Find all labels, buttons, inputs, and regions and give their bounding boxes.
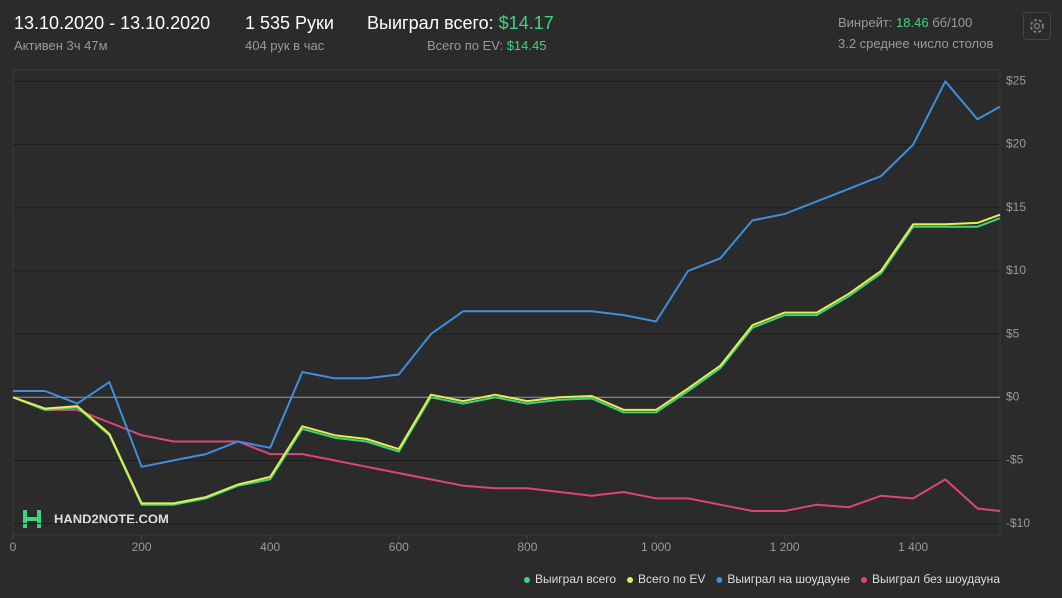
plot-area	[12, 69, 1001, 536]
y-tick-label: $0	[1006, 389, 1020, 403]
active-time: Активен 3ч 47м	[14, 38, 108, 53]
dates: 13.10.2020 - 13.10.2020	[14, 13, 211, 33]
legend-label: Выиграл всего	[535, 572, 616, 586]
y-tick-label: -$10	[1006, 516, 1030, 530]
watermark-text: HAND2NOTE.COM	[54, 511, 169, 526]
hands: 1 535 Руки	[245, 13, 334, 33]
hands-per-hour: 404 рук в час	[245, 38, 325, 53]
ev-label: Всего по EV:	[427, 38, 504, 53]
winrate-label: Винрейт:	[838, 15, 893, 30]
series-line	[12, 396, 1001, 512]
winrate: Винрейт: 18.46 бб/100	[838, 15, 972, 30]
x-tick-label: 200	[132, 540, 152, 554]
y-tick-label: $20	[1006, 137, 1026, 151]
x-tick-label: 1 400	[898, 540, 928, 554]
x-tick-label: 1 200	[770, 540, 800, 554]
x-tick-label: 0	[10, 540, 17, 554]
legend-marker	[523, 577, 530, 583]
y-tick-label: -$5	[1006, 453, 1024, 467]
x-tick-label: 600	[389, 540, 409, 554]
watermark: HAND2NOTE.COM	[23, 510, 169, 528]
ev-total: Всего по EV: $14.45	[427, 38, 546, 53]
legend-label: Всего по EV	[638, 572, 705, 586]
legend: Выиграл без шоудауна Выиграл на шоудауне В…	[523, 572, 1000, 586]
legend-label: Выиграл на шоудауне	[727, 572, 850, 586]
legend-marker	[716, 577, 723, 583]
legend-label: Выиграл без шоудауна	[872, 572, 1000, 586]
series-line	[12, 217, 1001, 506]
y-tick-label: $5	[1006, 326, 1020, 340]
legend-marker	[861, 577, 867, 583]
winrate-value: 18.46	[896, 15, 929, 30]
ev-value: $14.45	[506, 38, 547, 53]
settings-button[interactable]	[1023, 12, 1051, 40]
y-tick-label: $15	[1006, 200, 1026, 214]
gear-icon	[1030, 19, 1044, 33]
x-tick-label: 400	[260, 540, 280, 554]
x-tick-label: 1 000	[641, 540, 671, 554]
series-line	[13, 80, 1001, 468]
x-tick-label: 800	[517, 540, 537, 554]
series-line	[12, 213, 1001, 505]
winrate-unit: бб/100	[932, 15, 973, 30]
won-value: $14.17	[498, 13, 554, 33]
legend-marker	[627, 577, 634, 583]
y-tick-label: $25	[1006, 74, 1026, 88]
y-tick-label: $10	[1006, 263, 1026, 277]
avg-tables: 3.2 среднее число столов	[838, 36, 994, 51]
won-total: Выиграл всего: $14.17	[367, 13, 554, 34]
won-label: Выиграл всего:	[367, 13, 494, 33]
